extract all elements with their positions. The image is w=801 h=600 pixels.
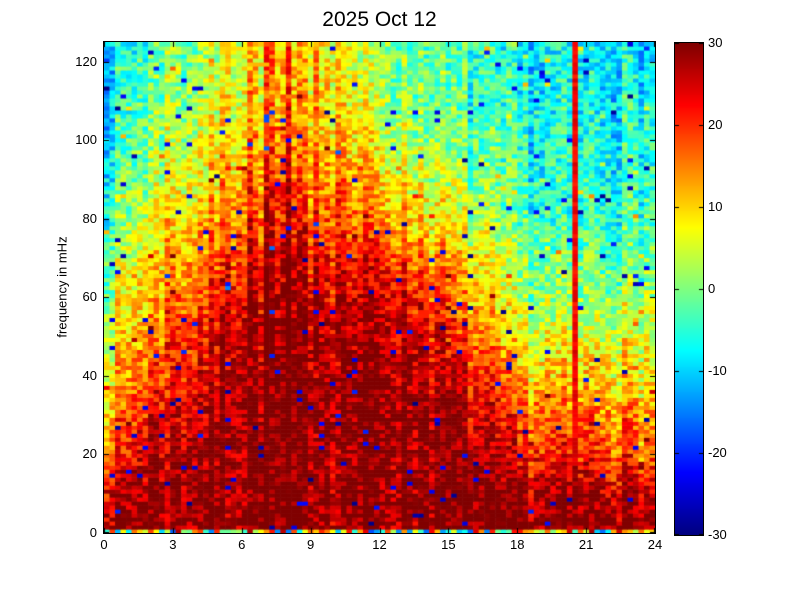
colorbar-tick-label: 10 bbox=[708, 199, 723, 214]
y-tick-label: 80 bbox=[82, 210, 97, 226]
colorbar-ticks: 30 20 10 0 -10 -20 -30 bbox=[708, 35, 748, 542]
colorbar bbox=[674, 42, 704, 536]
x-tick-label: 12 bbox=[372, 537, 387, 552]
colorbar-tick-label: 30 bbox=[708, 35, 723, 50]
x-tick-label: 21 bbox=[578, 537, 594, 552]
y-tick-label: 40 bbox=[82, 367, 97, 383]
colorbar-tick-label: -20 bbox=[708, 445, 727, 460]
x-axis-ticks: 0 3 6 9 12 15 18 21 24 bbox=[100, 537, 662, 557]
colorbar-tick-label: 20 bbox=[708, 117, 723, 132]
plot-area bbox=[103, 41, 656, 534]
spectrogram-canvas bbox=[104, 42, 655, 533]
colorbar-canvas bbox=[675, 43, 703, 535]
y-tick-label: 60 bbox=[82, 289, 97, 305]
x-tick-label: 3 bbox=[169, 537, 177, 552]
y-tick-label: 100 bbox=[75, 132, 97, 148]
x-tick-label: 24 bbox=[647, 537, 663, 552]
y-tick-label: 20 bbox=[82, 446, 97, 462]
y-tick-label: 0 bbox=[89, 525, 97, 540]
x-tick-label: 0 bbox=[100, 537, 108, 552]
x-tick-label: 9 bbox=[307, 537, 315, 552]
colorbar-tick-label: -10 bbox=[708, 363, 727, 378]
y-axis-ticks: 0 20 40 60 80 100 120 bbox=[55, 42, 97, 540]
colorbar-tick-label: 0 bbox=[708, 281, 716, 296]
x-tick-label: 6 bbox=[238, 537, 246, 552]
colorbar-tick-label: -30 bbox=[708, 527, 727, 542]
x-tick-label: 15 bbox=[441, 537, 456, 552]
y-tick-label: 120 bbox=[75, 53, 97, 69]
chart-title: 2025 Oct 12 bbox=[322, 8, 437, 31]
x-tick-label: 18 bbox=[510, 537, 525, 552]
